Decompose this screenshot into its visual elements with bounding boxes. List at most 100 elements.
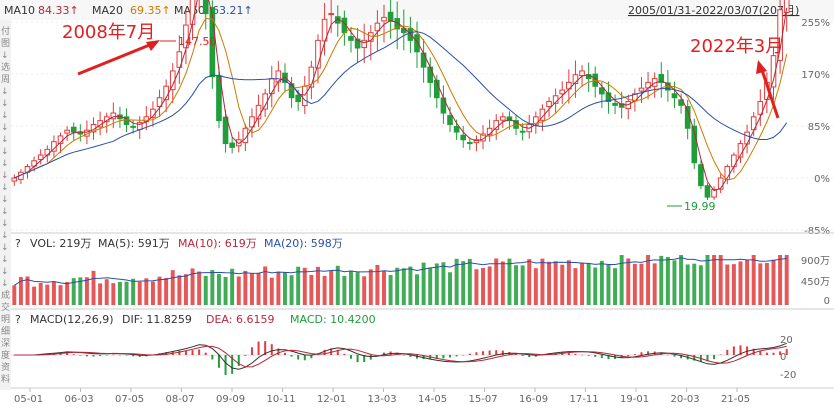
macd-bar — [666, 354, 669, 356]
macd-bar — [396, 352, 399, 355]
left-tool-strip — [0, 20, 11, 390]
vol-bar — [269, 277, 274, 305]
vol-bar — [778, 255, 783, 305]
vol-bar — [738, 261, 743, 305]
vol-bar — [566, 260, 571, 305]
vol-bar — [474, 269, 479, 305]
vol-bar — [170, 270, 175, 305]
macd-axis: 20 0 -20 — [11, 335, 796, 381]
macd-bar — [290, 355, 293, 357]
macd-bar — [79, 355, 82, 356]
macd-bar — [574, 353, 577, 355]
macd-bar — [99, 355, 102, 357]
left-strip-char: 图 — [1, 38, 10, 49]
left-strip-char: ↓ — [1, 231, 9, 241]
candle-body — [744, 131, 750, 145]
left-strip-char: ↓ — [1, 135, 9, 145]
price-axis-tick: -85% — [804, 226, 830, 237]
ma60-value: 63.21↑ — [212, 4, 253, 17]
vol-axis-tick: 900万 — [801, 256, 830, 267]
vol-bar — [758, 263, 763, 305]
candle-body — [506, 116, 513, 122]
high-marker: 147.50 — [160, 35, 217, 48]
candle-body — [361, 39, 368, 49]
price-axis-tick: 255% — [801, 18, 830, 29]
left-strip-char: 细 — [1, 325, 10, 337]
macd-bar — [468, 353, 471, 355]
x-axis-tick: 19-01 — [620, 394, 649, 405]
vol-ma5-label: MA(5): 591万 — [98, 237, 170, 250]
macd-bar — [501, 350, 504, 355]
candle-body — [460, 134, 467, 141]
left-strip-char: 付 — [1, 26, 10, 37]
candle-body — [671, 93, 678, 99]
vol-bars — [12, 255, 789, 305]
vol-axis-tick: 450万 — [801, 277, 830, 288]
macd-bar — [706, 355, 709, 362]
left-strip-char: 资 — [1, 362, 10, 373]
x-axis-tick: 08-07 — [166, 394, 195, 405]
macd-bar — [92, 355, 95, 357]
vol-bar — [144, 278, 149, 305]
vol-bar — [117, 281, 122, 305]
vol-bar — [547, 261, 552, 305]
macd-bar — [184, 350, 187, 355]
macd-bar — [323, 349, 326, 355]
candle-body — [717, 177, 724, 190]
candle-body — [698, 164, 704, 187]
macd-bar — [719, 354, 722, 356]
macd-axis-tick: 0 — [780, 352, 786, 363]
vol-bar — [223, 276, 228, 305]
x-axis-tick: 07-05 — [115, 394, 144, 405]
macd-bar — [277, 348, 280, 355]
vol-bar — [131, 278, 136, 305]
date-range-label[interactable]: 2005/01/31-2022/03/07(207月) — [628, 4, 799, 17]
vol-bar — [461, 261, 466, 305]
vol-bar — [289, 275, 294, 305]
candle-body — [612, 102, 618, 106]
macd-bar — [713, 355, 716, 360]
left-strip-char: 成 — [1, 289, 10, 301]
macd-bar — [191, 350, 194, 355]
vol-bar — [533, 268, 538, 305]
macd-bar — [633, 354, 636, 355]
candle-body — [572, 74, 579, 85]
vol-bar — [382, 270, 386, 305]
left-strip-char: 深 — [1, 338, 10, 349]
vol-bar — [626, 258, 631, 305]
vol-bar — [646, 255, 651, 305]
macd-bar — [211, 355, 214, 360]
vol-bar — [639, 263, 644, 305]
vol-bar — [659, 255, 664, 305]
vol-bar — [784, 255, 789, 305]
x-axis-tick: 12-01 — [317, 394, 346, 405]
candle-body — [315, 39, 321, 69]
vol-bar — [84, 277, 89, 305]
candle-body — [328, 13, 334, 16]
macd-bar — [627, 355, 630, 357]
vol-bar — [190, 268, 195, 305]
left-strip-char: ↓ — [1, 267, 9, 277]
left-strip-char: ↓ — [1, 87, 9, 97]
vol-bar — [553, 261, 558, 305]
x-axis-tick: 16-09 — [519, 394, 548, 405]
x-axis-tick: 09-09 — [216, 394, 245, 405]
macd-bar — [138, 355, 141, 357]
vol-ma-line — [14, 257, 787, 286]
left-strip-char: 选 — [1, 61, 10, 73]
left-strip-char: ↓ — [1, 207, 9, 217]
low-marker: 19.99 — [667, 200, 716, 213]
macd-bar — [382, 352, 385, 355]
vol-bar — [599, 260, 604, 305]
vol-bar — [45, 284, 50, 305]
macd-bar — [165, 352, 168, 355]
macd-bar — [640, 352, 643, 355]
vol-bar — [718, 255, 723, 305]
x-axis-tick: 06-03 — [65, 394, 94, 405]
macd-bar — [759, 351, 762, 355]
candle-body — [453, 126, 460, 133]
price-axis-tick: 170% — [801, 70, 830, 81]
candle-body — [704, 185, 711, 198]
vol-bar — [164, 277, 169, 305]
